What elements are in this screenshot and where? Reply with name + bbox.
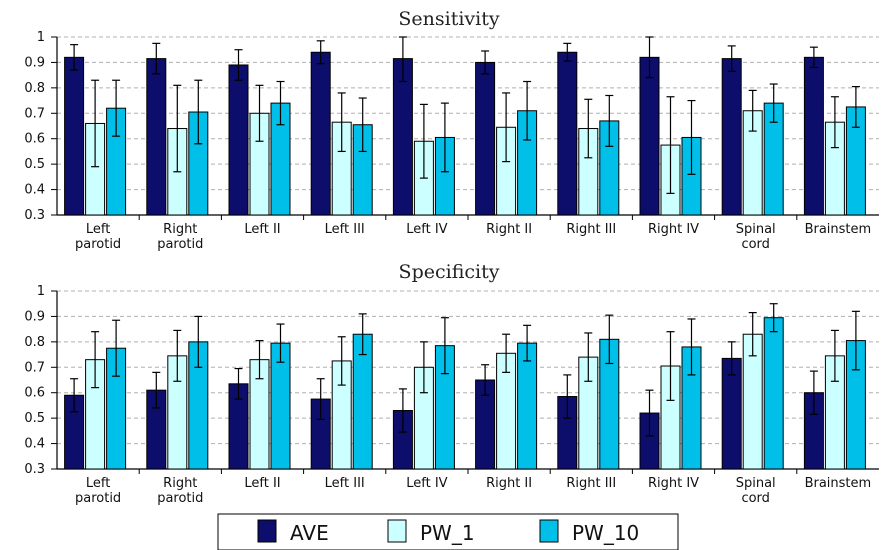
x-category-label: Left II <box>244 222 280 237</box>
bar-ave <box>310 51 331 216</box>
y-tick-label: 1 <box>37 30 45 45</box>
x-category-label: Left <box>86 222 110 237</box>
sensitivity-chart: Sensitivity 0.30.40.50.60.70.80.91Leftpa… <box>24 8 879 252</box>
bar-ave <box>557 51 578 216</box>
x-category-label: Left IV <box>406 222 447 237</box>
x-category-label: Spinal <box>736 222 776 237</box>
x-category-label: Right IV <box>648 476 699 491</box>
legend-label-pw1: PW_1 <box>420 521 475 545</box>
x-category-label: parotid <box>157 237 203 252</box>
bar-ave <box>803 56 824 216</box>
bar-ave <box>639 56 660 216</box>
y-tick-label: 0.6 <box>24 386 45 401</box>
bar-ave <box>721 58 742 216</box>
x-category-label: Brainstem <box>805 222 872 237</box>
legend: AVE PW_1 PW_10 <box>217 513 679 550</box>
y-tick-label: 0.8 <box>24 81 45 96</box>
legend-label-pw10: PW_10 <box>572 521 639 545</box>
x-category-label: parotid <box>75 491 121 506</box>
x-category-label: cord <box>741 237 769 252</box>
y-tick-label: 0.4 <box>24 437 45 452</box>
bar-ave <box>228 64 249 216</box>
y-tick-label: 0.5 <box>24 157 45 172</box>
bar-pw10 <box>517 342 538 470</box>
legend-box <box>217 513 679 550</box>
y-tick-label: 0.6 <box>24 132 45 147</box>
y-tick-label: 0.3 <box>24 462 45 477</box>
x-category-label: parotid <box>157 491 203 506</box>
y-tick-label: 0.5 <box>24 411 45 426</box>
y-tick-label: 0.8 <box>24 335 45 350</box>
bar-ave <box>146 58 167 216</box>
x-category-label: Right II <box>486 222 532 237</box>
legend-swatch-pw10 <box>539 519 559 543</box>
x-category-label: Right III <box>566 222 616 237</box>
x-category-label: Left III <box>325 476 365 491</box>
x-category-label: parotid <box>75 237 121 252</box>
bar-ave <box>64 56 85 216</box>
x-category-label: Left <box>86 476 110 491</box>
x-category-label: Left II <box>244 476 280 491</box>
x-category-label: cord <box>741 491 769 506</box>
y-tick-label: 1 <box>37 284 45 299</box>
x-category-label: Brainstem <box>805 476 872 491</box>
y-tick-label: 0.9 <box>24 309 45 324</box>
x-category-label: Right IV <box>648 222 699 237</box>
y-tick-label: 0.3 <box>24 208 45 223</box>
y-tick-label: 0.9 <box>24 55 45 70</box>
x-category-label: Left III <box>325 222 365 237</box>
legend-swatch-pw1 <box>387 519 407 543</box>
x-category-label: Right III <box>566 476 616 491</box>
chart-title: Sensitivity <box>398 8 499 30</box>
bar-ave <box>475 61 496 216</box>
x-category-label: Spinal <box>736 476 776 491</box>
x-category-label: Right <box>163 476 197 491</box>
x-category-label: Left IV <box>406 476 447 491</box>
legend-label-ave: AVE <box>290 521 329 545</box>
specificity-chart: Specificity 0.30.40.50.60.70.80.91Leftpa… <box>24 261 879 506</box>
bar-pw10 <box>763 317 784 470</box>
y-tick-label: 0.4 <box>24 183 45 198</box>
chart-title: Specificity <box>399 261 500 283</box>
y-tick-label: 0.7 <box>24 360 45 375</box>
y-tick-label: 0.7 <box>24 106 45 121</box>
legend-swatch-ave <box>257 519 277 543</box>
x-category-label: Right <box>163 222 197 237</box>
x-category-label: Right II <box>486 476 532 491</box>
